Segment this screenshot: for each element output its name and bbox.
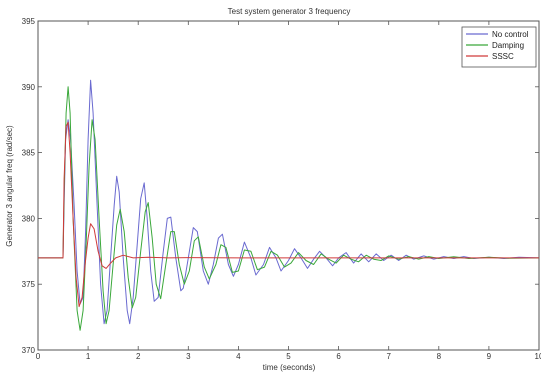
y-axis-label: Generator 3 angular freq (rad/sec) (5, 125, 14, 247)
y-tick-label: 395 (22, 17, 36, 26)
y-tick-label: 380 (22, 214, 36, 223)
y-tick-label: 390 (22, 83, 36, 92)
series-line-sssc (38, 121, 539, 308)
legend-label: Damping (492, 41, 524, 50)
plot-area (37, 20, 540, 351)
y-tick-label: 385 (22, 149, 36, 158)
x-tick-label: 8 (437, 352, 442, 361)
x-tick-label: 2 (136, 352, 141, 361)
legend-label: No control (492, 30, 529, 39)
legend: No control Damping SSSC (461, 26, 537, 68)
x-tick-label: 9 (487, 352, 492, 361)
x-tick-label: 0 (36, 352, 41, 361)
x-tick-label: 6 (336, 352, 341, 361)
chart-title: Test system generator 3 frequency (228, 7, 351, 16)
plot-frame (37, 20, 540, 351)
y-axis: 370 375 380 385 390 395 (22, 17, 539, 355)
legend-label: SSSC (492, 52, 514, 61)
y-tick-label: 375 (22, 280, 36, 289)
x-axis-label: time (seconds) (263, 363, 316, 372)
y-tick-label: 370 (22, 346, 36, 355)
x-tick-label: 10 (535, 352, 541, 361)
series-layer (38, 79, 540, 331)
x-tick-label: 1 (86, 352, 91, 361)
x-tick-label: 5 (286, 352, 291, 361)
x-tick-label: 7 (386, 352, 391, 361)
x-tick-label: 3 (186, 352, 191, 361)
x-tick-label: 4 (236, 352, 241, 361)
x-axis: 0 1 2 3 4 5 6 7 8 9 10 (36, 21, 541, 361)
series-line-damping (38, 86, 540, 331)
